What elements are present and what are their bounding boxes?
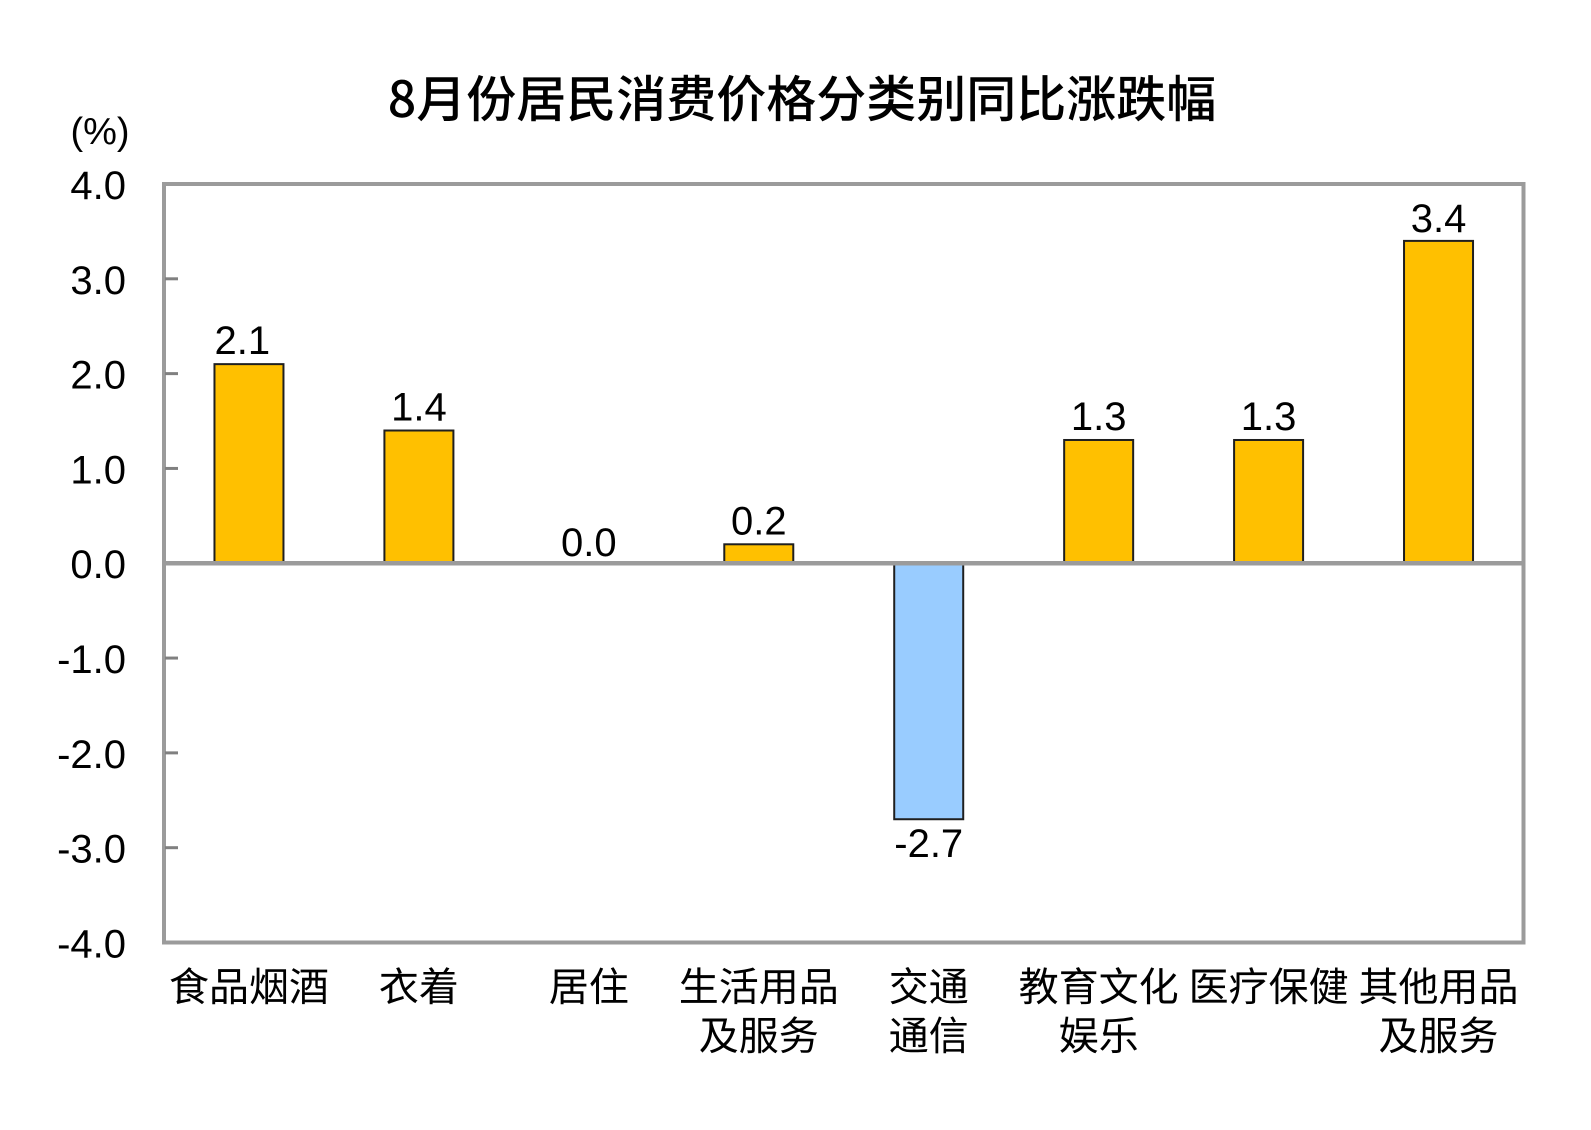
- svg-text:2.1: 2.1: [214, 319, 270, 363]
- svg-text:3.4: 3.4: [1411, 197, 1467, 241]
- svg-text:2.0: 2.0: [70, 354, 126, 398]
- svg-text:0.0: 0.0: [561, 521, 617, 565]
- svg-text:-3.0: -3.0: [57, 828, 126, 872]
- svg-text:(%): (%): [70, 111, 129, 153]
- svg-text:4.0: 4.0: [70, 164, 126, 208]
- svg-text:1.3: 1.3: [1241, 395, 1297, 439]
- svg-text:-1.0: -1.0: [57, 638, 126, 682]
- svg-text:3.0: 3.0: [70, 259, 126, 303]
- svg-text:1.0: 1.0: [70, 448, 126, 492]
- svg-text:-4.0: -4.0: [57, 923, 126, 967]
- svg-text:0.2: 0.2: [731, 499, 787, 543]
- svg-text:-2.7: -2.7: [894, 822, 963, 866]
- svg-text:1.4: 1.4: [391, 386, 447, 430]
- svg-text:-2.0: -2.0: [57, 733, 126, 777]
- svg-text:1.3: 1.3: [1071, 395, 1127, 439]
- svg-text:0.0: 0.0: [70, 543, 126, 587]
